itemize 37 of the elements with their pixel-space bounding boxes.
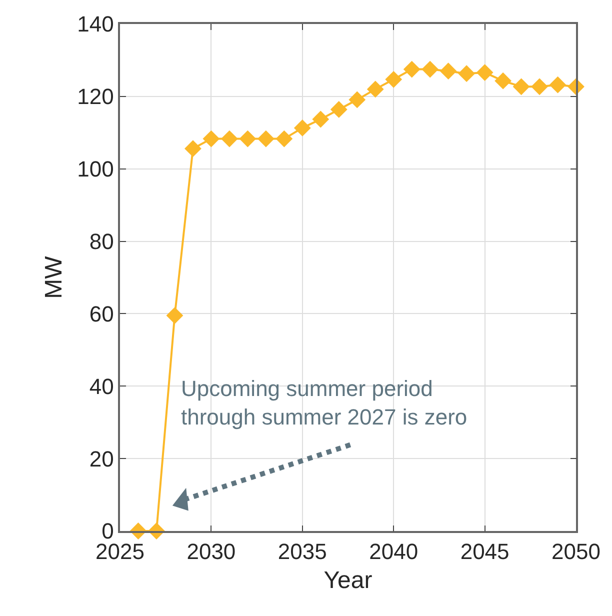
point <box>166 307 184 324</box>
point <box>440 62 457 80</box>
annotation: Upcoming summer period through summer 2027 is zero <box>181 376 468 430</box>
point <box>220 130 238 148</box>
x-tick-label: 2030 <box>186 539 236 564</box>
y-tick-label: 20 <box>89 446 114 472</box>
y-axis-title: MW <box>40 256 68 299</box>
point <box>330 101 348 118</box>
point <box>458 65 476 82</box>
x-tick-label: 2050 <box>552 539 600 564</box>
y-tick-label: 140 <box>77 12 114 37</box>
point <box>403 60 420 78</box>
x-tick-label: 2035 <box>278 539 327 564</box>
point <box>549 76 566 94</box>
y-tick-label: 100 <box>77 156 114 182</box>
point <box>294 119 311 136</box>
point <box>531 78 548 96</box>
point <box>512 78 530 96</box>
y-tick-label: 80 <box>89 228 114 254</box>
y-tick-label: 40 <box>89 374 114 399</box>
point <box>385 70 402 88</box>
point <box>276 130 293 148</box>
point <box>422 60 439 78</box>
x-axis-title: Year <box>324 566 372 594</box>
point <box>184 140 202 158</box>
point <box>312 110 330 128</box>
point <box>366 80 384 98</box>
point <box>348 91 366 108</box>
point <box>494 72 512 90</box>
x-tick-label: 2040 <box>369 539 418 564</box>
point <box>476 64 494 81</box>
point <box>239 130 256 148</box>
point <box>257 130 274 148</box>
point <box>202 130 220 148</box>
x-tick-label: 2045 <box>460 539 510 564</box>
y-tick-label: 60 <box>89 301 114 326</box>
y-tick-label: 120 <box>77 84 114 110</box>
